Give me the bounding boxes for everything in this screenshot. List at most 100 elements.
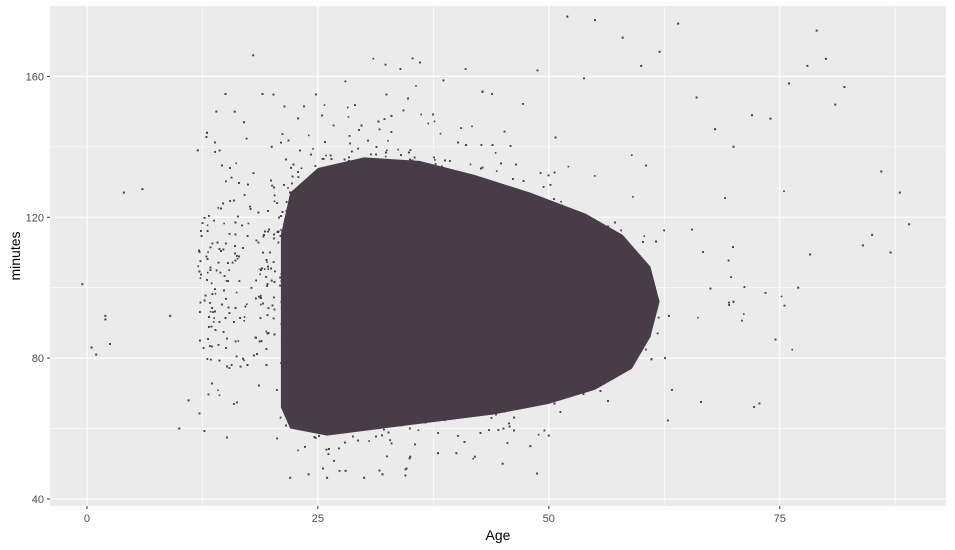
scatter-point bbox=[384, 155, 387, 158]
scatter-point bbox=[288, 228, 290, 230]
scatter-point bbox=[288, 237, 291, 240]
scatter-point bbox=[617, 236, 619, 239]
scatter-point bbox=[371, 239, 374, 242]
scatter-point bbox=[385, 192, 387, 194]
scatter-point bbox=[398, 224, 401, 227]
scatter-point bbox=[376, 392, 379, 395]
scatter-point bbox=[433, 120, 436, 123]
scatter-point bbox=[306, 296, 309, 299]
scatter-point bbox=[340, 209, 342, 212]
scatter-point bbox=[407, 250, 410, 252]
scatter-point bbox=[376, 274, 378, 277]
scatter-point bbox=[405, 274, 408, 276]
scatter-point bbox=[287, 187, 289, 189]
scatter-point bbox=[569, 279, 572, 281]
scatter-point bbox=[447, 376, 449, 379]
scatter-point bbox=[307, 222, 309, 225]
scatter-point bbox=[388, 226, 390, 229]
scatter-point bbox=[345, 364, 347, 366]
scatter-point bbox=[471, 125, 473, 128]
scatter-point bbox=[217, 389, 219, 392]
scatter-point bbox=[366, 271, 368, 274]
scatter-point bbox=[323, 327, 325, 329]
scatter-point bbox=[316, 309, 318, 312]
scatter-point bbox=[218, 394, 221, 396]
scatter-point bbox=[424, 288, 427, 291]
scatter-point bbox=[260, 294, 262, 297]
scatter-point bbox=[376, 207, 378, 210]
scatter-point bbox=[340, 368, 343, 371]
point-density-core bbox=[280, 157, 660, 436]
scatter-point bbox=[348, 225, 350, 228]
scatter-point bbox=[494, 152, 497, 154]
scatter-point bbox=[497, 369, 500, 372]
scatter-point bbox=[472, 457, 474, 460]
scatter-point bbox=[490, 190, 493, 192]
scatter-point bbox=[309, 210, 311, 212]
scatter-point bbox=[409, 193, 411, 195]
scatter-point bbox=[365, 218, 367, 220]
scatter-point bbox=[297, 449, 299, 452]
scatter-point bbox=[440, 247, 443, 249]
scatter-point bbox=[603, 332, 605, 334]
scatter-point bbox=[390, 365, 392, 367]
scatter-point bbox=[288, 303, 290, 306]
scatter-point bbox=[342, 194, 344, 197]
scatter-point bbox=[368, 440, 370, 442]
scatter-point bbox=[328, 375, 330, 377]
scatter-point bbox=[373, 340, 376, 343]
scatter-point bbox=[236, 258, 239, 260]
scatter-point bbox=[323, 302, 326, 305]
scatter-point bbox=[342, 360, 344, 362]
scatter-point bbox=[427, 122, 430, 125]
scatter-point bbox=[339, 293, 342, 295]
scatter-point bbox=[320, 283, 323, 286]
scatter-point bbox=[312, 388, 315, 390]
scatter-point bbox=[266, 261, 268, 263]
scatter-point bbox=[300, 167, 303, 170]
scatter-point bbox=[528, 326, 530, 328]
scatter-point bbox=[365, 264, 368, 267]
scatter-point bbox=[545, 366, 548, 368]
scatter-point bbox=[406, 205, 408, 207]
scatter-point bbox=[287, 296, 289, 298]
scatter-point bbox=[468, 336, 470, 339]
scatter-point bbox=[420, 312, 422, 315]
scatter-point bbox=[371, 396, 374, 398]
scatter-point bbox=[437, 261, 440, 264]
scatter-point bbox=[301, 280, 304, 283]
scatter-point bbox=[425, 295, 427, 297]
scatter-point bbox=[397, 288, 400, 290]
scatter-point bbox=[555, 283, 557, 286]
scatter-point bbox=[273, 200, 276, 203]
scatter-point bbox=[341, 336, 343, 339]
scatter-point bbox=[531, 267, 533, 269]
scatter-point bbox=[402, 270, 405, 272]
scatter-point bbox=[210, 282, 213, 285]
scatter-point bbox=[487, 397, 489, 399]
scatter-point bbox=[352, 299, 355, 302]
scatter-point bbox=[414, 339, 416, 341]
scatter-point bbox=[342, 396, 345, 398]
scatter-point bbox=[296, 387, 299, 390]
scatter-point bbox=[323, 104, 326, 106]
scatter-point bbox=[489, 409, 491, 411]
scatter-point bbox=[197, 265, 199, 268]
scatter-point bbox=[304, 244, 306, 247]
scatter-point bbox=[372, 303, 374, 306]
scatter-point bbox=[283, 310, 286, 313]
scatter-point bbox=[336, 260, 338, 262]
scatter-point bbox=[392, 233, 395, 236]
scatter-point bbox=[306, 202, 309, 205]
scatter-point bbox=[341, 374, 343, 376]
scatter-point bbox=[281, 230, 283, 233]
scatter-point bbox=[380, 374, 382, 377]
scatter-point bbox=[389, 344, 392, 346]
scatter-point bbox=[288, 322, 291, 324]
scatter-point bbox=[601, 347, 603, 349]
scatter-point bbox=[330, 222, 332, 225]
scatter-point bbox=[320, 296, 323, 299]
scatter-point bbox=[267, 268, 270, 270]
scatter-point bbox=[436, 332, 439, 334]
